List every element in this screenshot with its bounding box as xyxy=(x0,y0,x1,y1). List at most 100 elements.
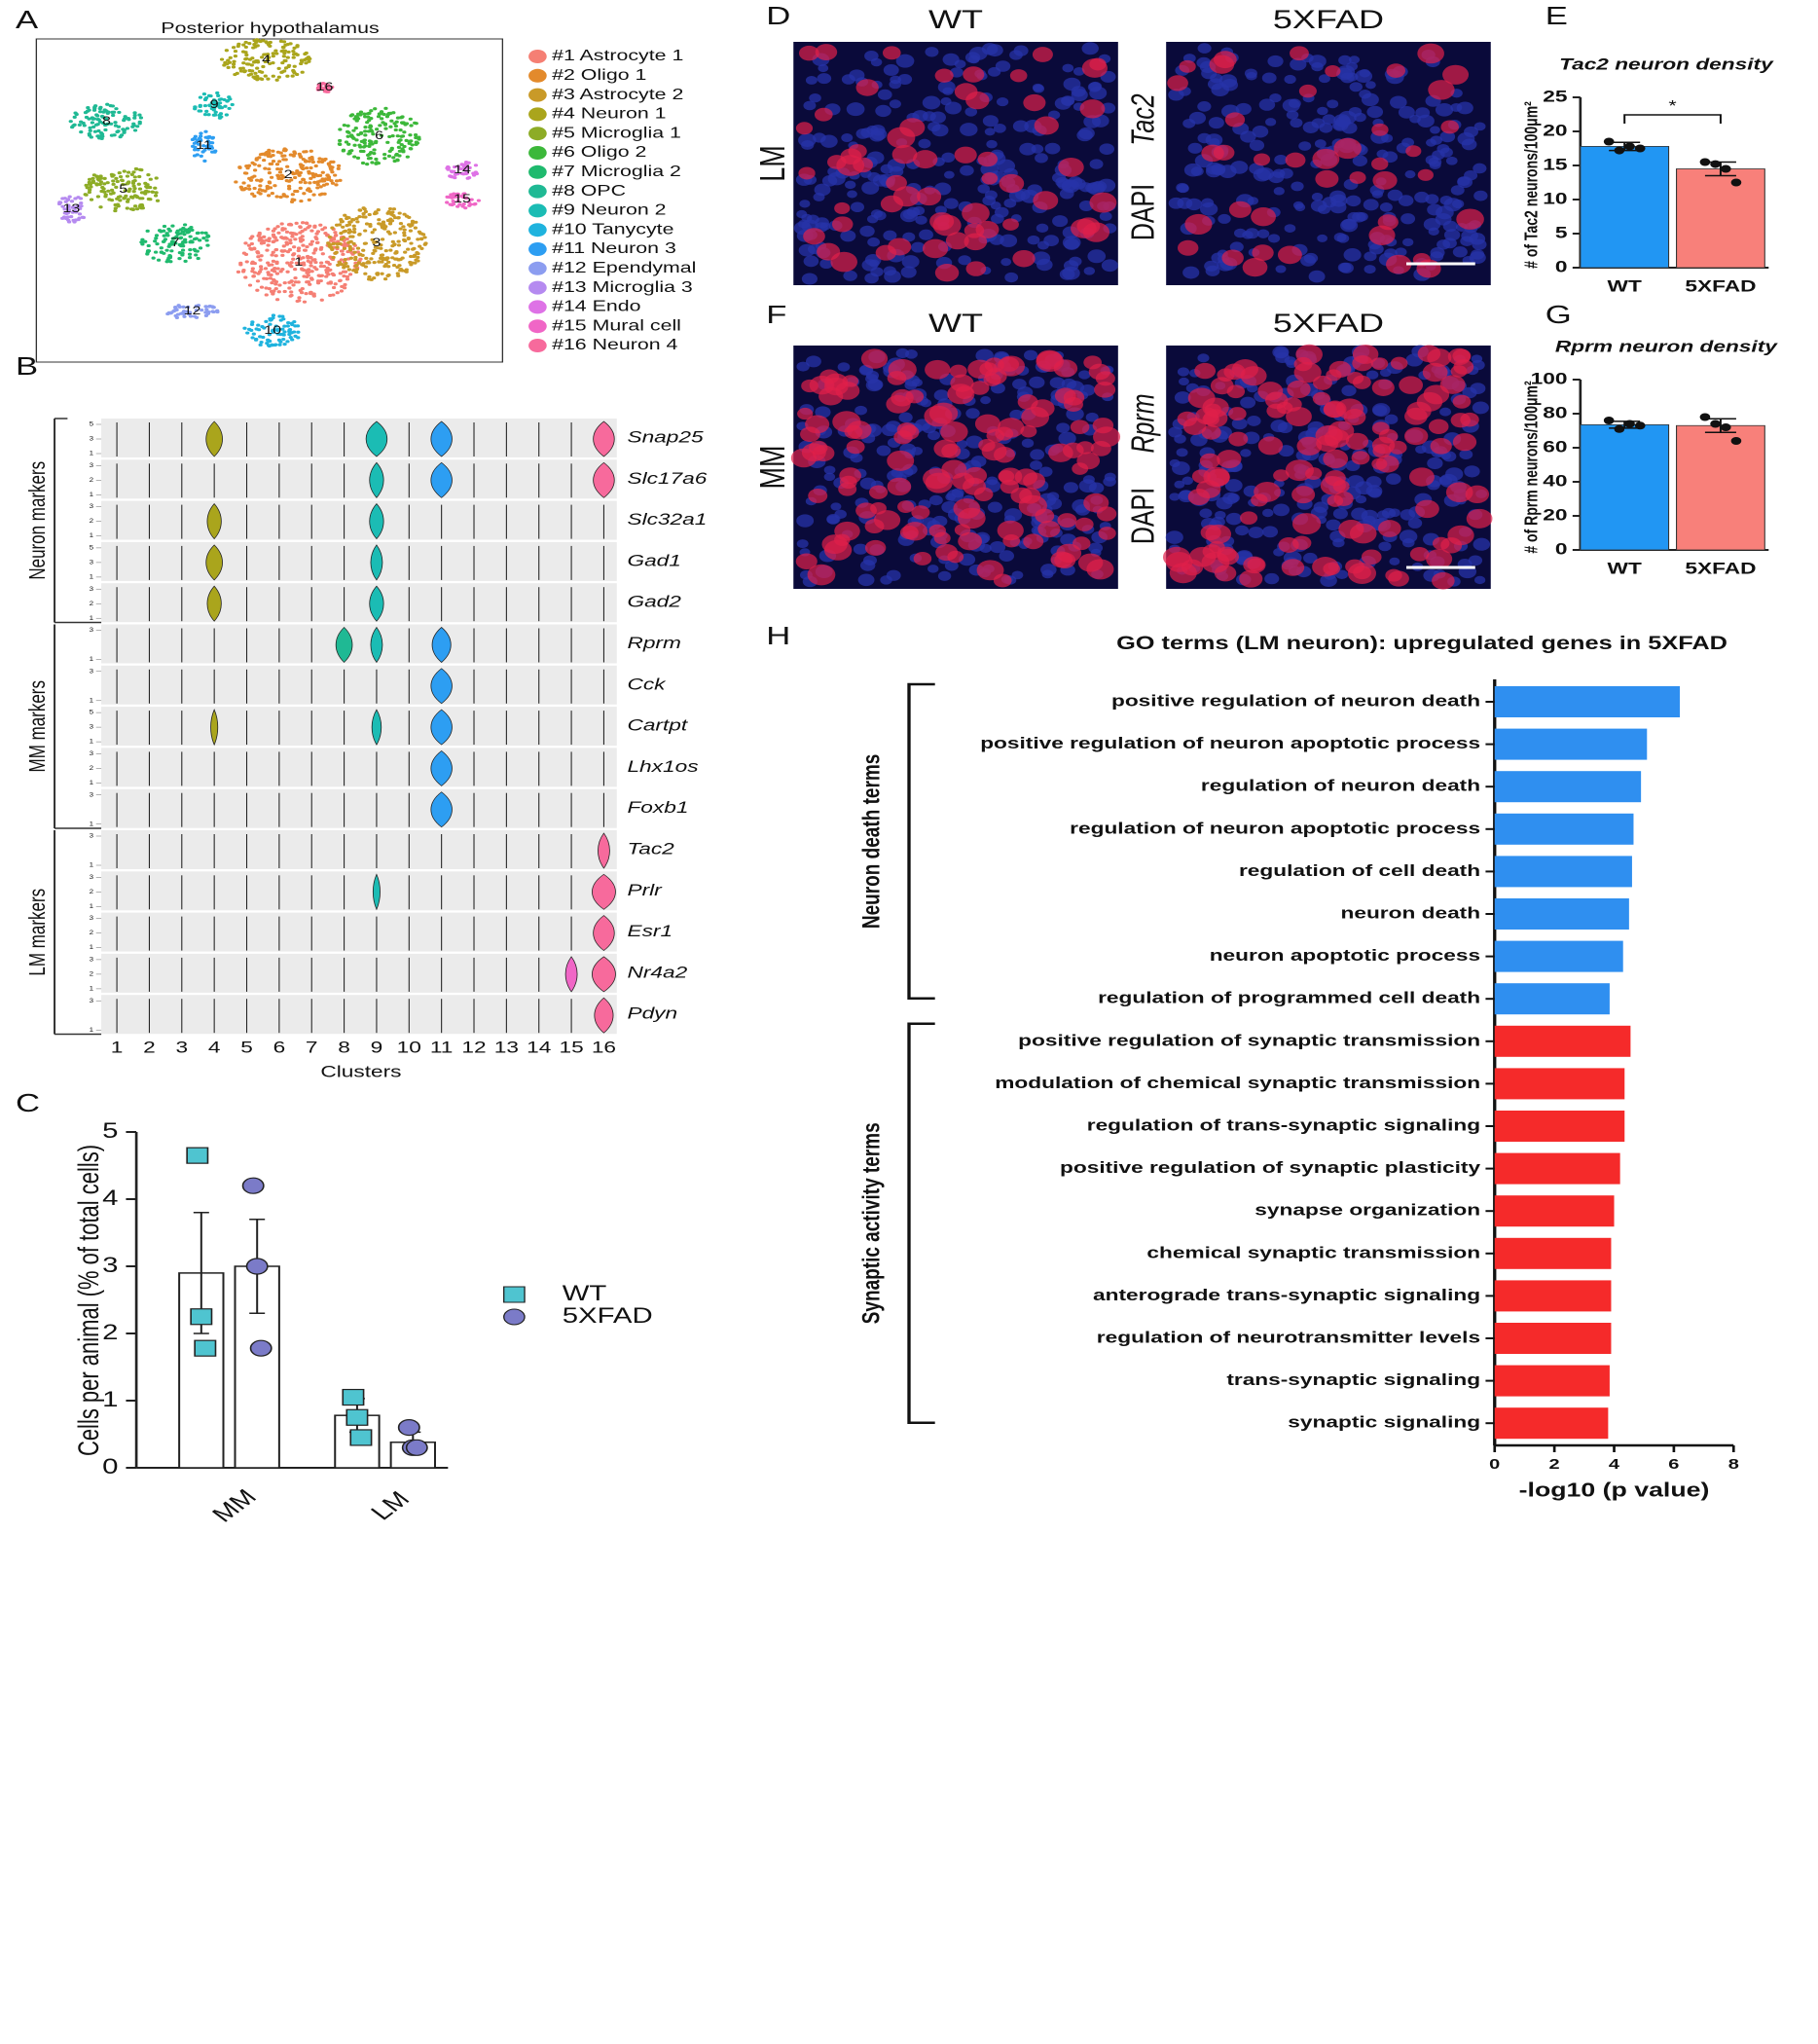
cell-dot xyxy=(193,148,198,152)
nucleus xyxy=(1311,192,1324,201)
nucleus xyxy=(1322,197,1337,208)
labeled-cell xyxy=(928,402,959,424)
row-background xyxy=(101,748,617,787)
cell-dot xyxy=(280,60,285,65)
cell-dot xyxy=(252,271,257,274)
cell-dot xyxy=(268,322,273,326)
nucleus xyxy=(1290,57,1307,71)
cell-dot xyxy=(366,115,371,119)
labeled-cell xyxy=(1240,511,1258,525)
y-tick-label: 25 xyxy=(1543,88,1567,106)
panel-letter: F xyxy=(766,301,786,329)
cell-dot xyxy=(131,184,136,188)
labeled-cell xyxy=(1312,148,1340,169)
cell-dot xyxy=(244,164,249,168)
cell-dot xyxy=(461,172,466,176)
nucleus xyxy=(1030,460,1043,470)
nucleus xyxy=(803,100,817,111)
cell-dot xyxy=(260,325,265,329)
cell-dot xyxy=(271,74,275,78)
nucleus xyxy=(1256,229,1270,238)
nucleus xyxy=(1182,266,1200,279)
nucleus xyxy=(1009,409,1024,420)
nucleus xyxy=(991,213,1004,224)
labeled-cell xyxy=(1368,225,1396,245)
cell-dot xyxy=(296,246,302,250)
labeled-cell xyxy=(965,261,987,276)
labeled-cell xyxy=(870,501,887,515)
labeled-cell xyxy=(997,355,1026,377)
nucleus xyxy=(1459,449,1473,460)
cell-dot xyxy=(288,238,293,242)
cell-dot xyxy=(292,268,298,272)
cell-dot xyxy=(408,260,413,265)
bar xyxy=(1494,1152,1620,1185)
nucleus xyxy=(1371,403,1391,418)
cell-dot xyxy=(285,74,290,78)
y-tick-label: regulation of neurotransmitter levels xyxy=(1097,1329,1480,1347)
cell-dot xyxy=(317,173,323,177)
labeled-cell xyxy=(839,467,861,485)
nucleus xyxy=(934,205,947,215)
cell-dot xyxy=(334,179,340,183)
labeled-cell xyxy=(1184,213,1213,236)
cell-dot xyxy=(413,133,418,137)
cell-dot xyxy=(250,336,255,340)
cell-dot xyxy=(238,263,243,267)
nucleus xyxy=(1037,240,1049,250)
nucleus xyxy=(1404,170,1416,179)
y-tick-label: synapse organization xyxy=(1254,1201,1480,1220)
cell-dot xyxy=(296,330,301,334)
labeled-cell xyxy=(1083,355,1103,370)
nucleus xyxy=(1464,465,1480,478)
cell-dot xyxy=(139,240,144,244)
row-tick-label: 3 xyxy=(90,504,94,510)
nucleus xyxy=(937,80,956,94)
cell-dot xyxy=(282,52,287,55)
gene-label: Slc17a6 xyxy=(627,469,708,488)
cell-dot xyxy=(188,235,193,238)
nucleus xyxy=(1427,456,1443,470)
cell-dot xyxy=(463,206,468,210)
column-label: 5XFAD xyxy=(1273,5,1384,35)
cell-dot xyxy=(109,188,115,192)
cell-dot xyxy=(276,66,281,70)
cell-dot xyxy=(397,149,403,153)
cell-dot xyxy=(476,199,482,202)
violin xyxy=(593,461,615,498)
cell-dot xyxy=(213,110,218,114)
labeled-cell xyxy=(1388,570,1409,587)
cell-dot xyxy=(125,206,129,210)
labeled-cell xyxy=(993,573,1012,588)
cell-dot xyxy=(331,255,336,260)
cell-dot xyxy=(123,115,127,119)
panel-letter: A xyxy=(16,6,39,34)
nucleus xyxy=(1464,126,1478,138)
nucleus xyxy=(1282,98,1300,113)
cell-dot xyxy=(204,109,209,113)
labeled-cell xyxy=(1251,206,1277,227)
nucleus xyxy=(1341,122,1358,134)
nucleus xyxy=(1273,187,1285,196)
nucleus xyxy=(796,514,815,528)
cell-dot xyxy=(286,50,291,55)
cell-dot xyxy=(132,187,137,191)
nucleus xyxy=(1264,572,1280,585)
cell-dot xyxy=(270,343,274,347)
y-tick-label: 3 xyxy=(102,1254,118,1277)
nucleus xyxy=(1450,185,1465,196)
cell-dot xyxy=(304,61,309,65)
cell-dot xyxy=(305,254,310,259)
labeled-cell xyxy=(1352,375,1371,389)
cell-dot xyxy=(309,229,314,233)
cell-dot xyxy=(227,106,232,111)
cell-dot xyxy=(401,150,406,154)
labeled-cell xyxy=(1074,517,1094,531)
cell-dot xyxy=(238,69,244,73)
nucleus xyxy=(1211,516,1225,528)
nucleus xyxy=(1333,232,1347,242)
labeled-cell xyxy=(917,187,942,206)
cell-dot xyxy=(346,231,351,235)
labeled-cell xyxy=(925,472,953,493)
labeled-cell xyxy=(880,195,904,213)
